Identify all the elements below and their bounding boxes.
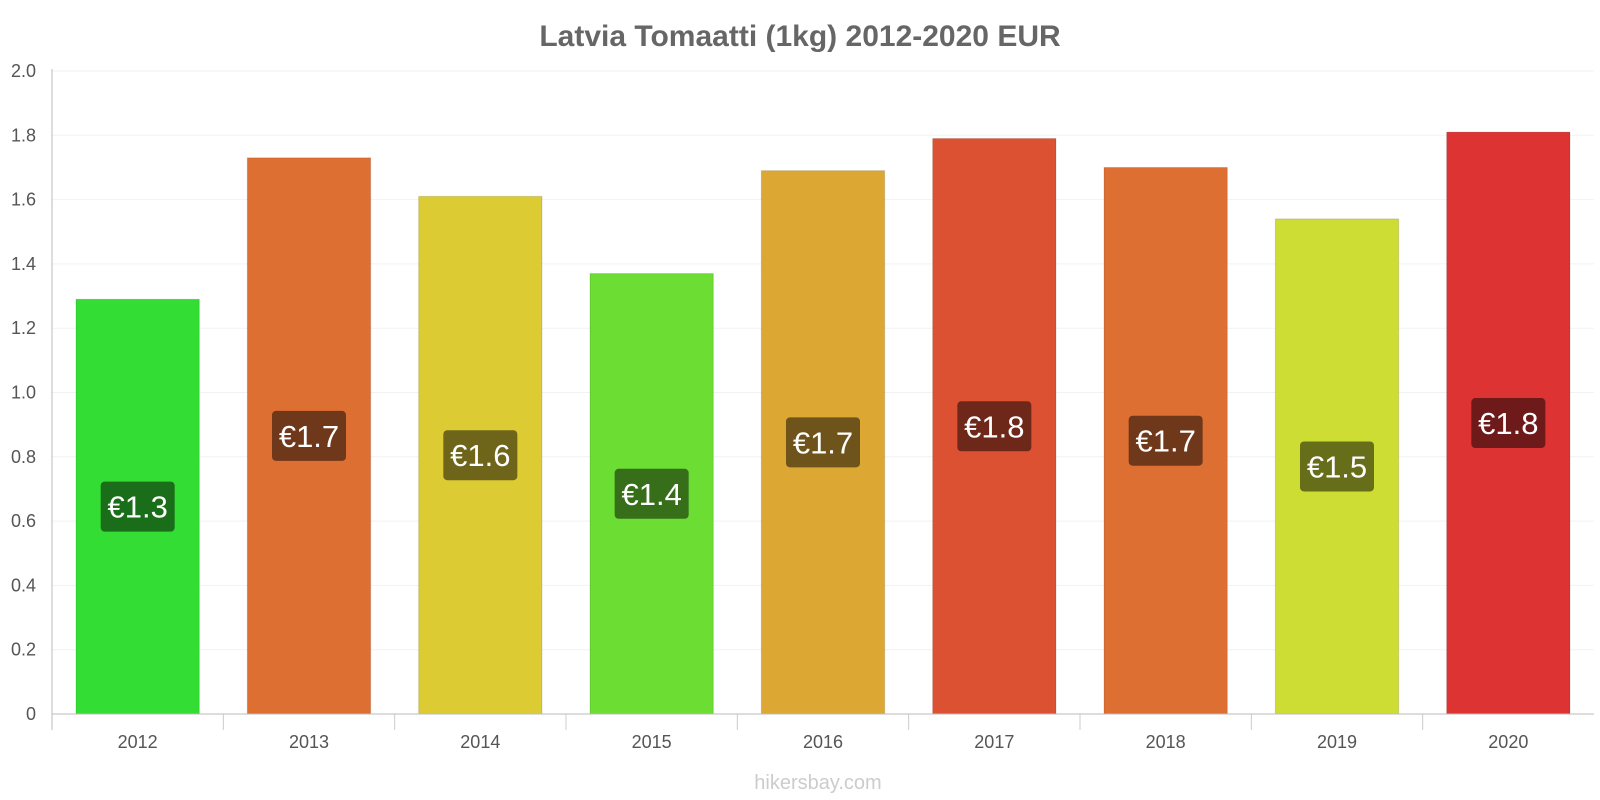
- data-label-box: [1471, 398, 1546, 449]
- x-tick-label: 2019: [1317, 732, 1357, 752]
- y-tick-label: 1.8: [11, 125, 36, 145]
- x-tick-label: 2013: [289, 732, 329, 752]
- data-label: €1.5: [1307, 449, 1367, 484]
- data-label: €1.8: [964, 409, 1024, 444]
- y-tick-label: 0.4: [11, 575, 36, 595]
- data-label-box: [272, 410, 346, 461]
- data-label-box: [957, 401, 1032, 452]
- x-tick-label: 2015: [632, 732, 672, 752]
- y-tick-label: 0.6: [11, 511, 36, 531]
- data-label: €1.7: [279, 419, 339, 454]
- data-label: €1.6: [450, 438, 510, 473]
- data-label: €1.8: [1478, 406, 1538, 441]
- data-label-box: [1128, 415, 1203, 466]
- y-tick-label: 1.6: [11, 190, 36, 210]
- x-tick-label: 2017: [974, 732, 1014, 752]
- x-axis-ticks: 2012 2013 2014 2015 2016 2017 2018 2019 2020: [118, 714, 1528, 752]
- data-label: €1.7: [1135, 424, 1195, 459]
- x-tick-label: 2018: [1146, 732, 1186, 752]
- y-tick-label: 2.0: [11, 61, 36, 81]
- chart-title: Latvia Tomaatti (1kg) 2012-2020 EUR: [539, 20, 1061, 53]
- x-tick-label: 2014: [460, 732, 500, 752]
- y-tick-label: 0.8: [11, 447, 36, 467]
- y-tick-label: 1.0: [11, 383, 36, 403]
- data-label: €1.4: [621, 477, 681, 512]
- y-tick-label: 1.2: [11, 318, 36, 338]
- y-tick-label: 0.2: [11, 640, 36, 660]
- footer-credit: hikersbay.com: [754, 772, 881, 794]
- data-label: €1.3: [107, 490, 167, 525]
- data-label-box: [1300, 441, 1374, 492]
- data-label-box: [443, 430, 518, 481]
- y-tick-label: 1.4: [11, 254, 36, 274]
- data-label-box: [786, 417, 860, 468]
- x-tick-label: 2012: [118, 732, 158, 752]
- data-labels: €1.3 €1.7 €1.6 €1.4 €1.7 €1.8 €1.7 €1.5 €1.8: [100, 398, 1546, 532]
- data-label-box: [614, 468, 689, 519]
- data-label-box: [100, 481, 175, 532]
- y-tick-label: 0: [26, 704, 36, 724]
- y-axis-ticks: 0 0.2 0.4 0.6 0.8 1.0 1.2 1.4 1.6 1.8 2.0: [11, 61, 36, 724]
- x-tick-label: 2020: [1488, 732, 1528, 752]
- data-label: €1.7: [793, 425, 853, 460]
- x-tick-label: 2016: [803, 732, 843, 752]
